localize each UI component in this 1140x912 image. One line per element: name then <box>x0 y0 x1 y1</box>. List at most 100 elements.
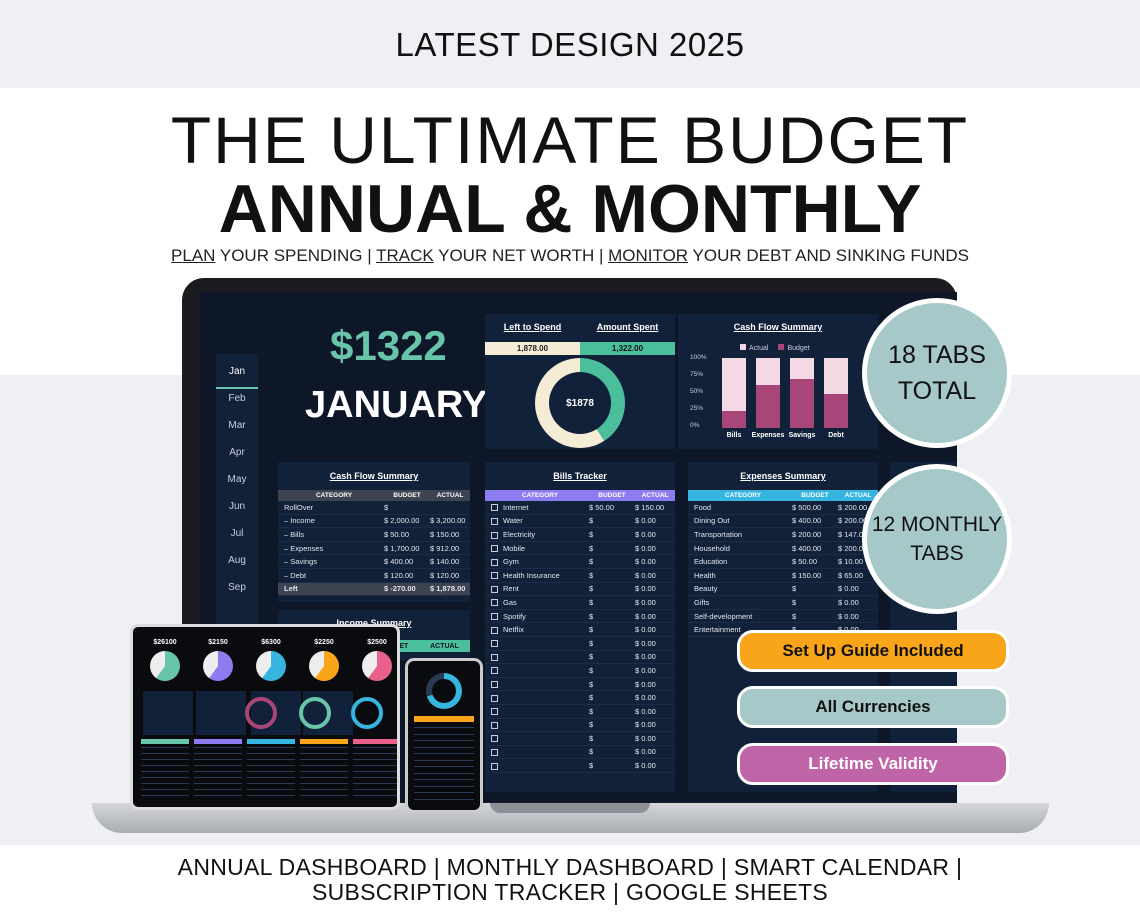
cell-text: $ 147.00 <box>838 529 868 539</box>
checkbox[interactable] <box>491 599 498 607</box>
month-tab-feb[interactable]: Feb <box>228 393 246 404</box>
tablet-mockup: $26100 $2150 $6300 $2250 $2500 <box>130 624 400 810</box>
checkbox[interactable] <box>491 640 498 648</box>
month-tab-aug[interactable]: Aug <box>228 555 246 566</box>
cashflow-chart-panel: Cash Flow Summary Actual Budget 100% 75% 5… <box>678 314 878 449</box>
header-cell: BUDGET <box>598 492 626 499</box>
tablet-row <box>141 777 189 778</box>
tablet-section-header <box>353 739 397 744</box>
tablet-row <box>247 789 295 790</box>
dash-icon: – <box>284 557 291 567</box>
month-tab-mar[interactable]: Mar <box>228 420 246 431</box>
bar-category-label: Savings <box>788 432 816 439</box>
cell-text: $ 0.00 <box>635 761 656 771</box>
month-tab-apr[interactable]: Apr <box>229 447 245 458</box>
checkbox[interactable] <box>491 762 498 770</box>
month-tab-may[interactable]: May <box>227 474 247 485</box>
checkbox[interactable] <box>491 735 498 743</box>
cell-text: $ 150.00 <box>792 570 822 580</box>
cell-text: $ 50.00 <box>384 529 410 539</box>
table-row: Self-development $ $ 0.00 <box>688 610 878 624</box>
cell: $ <box>792 612 838 621</box>
table-row: $ $ 0.00 <box>485 705 675 719</box>
cell-text: Transportation <box>694 529 743 539</box>
tablet-section-header <box>194 739 242 744</box>
cell-text: Electricity <box>503 529 536 539</box>
checkbox[interactable] <box>491 626 498 634</box>
month-title: JANUARY <box>305 384 488 426</box>
cell: Health Insurance <box>485 571 589 580</box>
cell: $ 1,700.00 <box>384 544 430 553</box>
month-tab-jul[interactable]: Jul <box>230 528 244 539</box>
month-tab-jun[interactable]: Jun <box>228 501 246 512</box>
cell: $ 0.00 <box>635 761 675 770</box>
tablet-row <box>141 783 189 784</box>
phone-row <box>414 727 474 728</box>
cell-text: $ 120.00 <box>430 570 460 580</box>
cell <box>485 639 589 648</box>
tablet-ring <box>299 697 331 729</box>
cell: $ 1,878.00 <box>430 584 470 593</box>
checkbox[interactable] <box>491 558 498 566</box>
checkbox[interactable] <box>491 613 498 621</box>
cell-text: Water <box>503 516 523 526</box>
cashflow-table-panel: Cash Flow Summary CATEGORY BUDGET ACTUAL Ro… <box>278 462 470 602</box>
amount-spent-label: Amount Spent <box>596 322 659 332</box>
cell: Household <box>688 544 792 553</box>
chart-legend: Actual Budget <box>740 344 810 352</box>
checkbox[interactable] <box>491 721 498 729</box>
table-row: – Savings $ 400.00 $ 140.00 <box>278 555 470 569</box>
checkbox[interactable] <box>491 653 498 661</box>
cell-text: $ <box>384 502 389 512</box>
checkbox[interactable] <box>491 667 498 675</box>
phone-row <box>414 746 474 748</box>
cell: $ 0.00 <box>635 516 675 525</box>
tablet-row <box>247 795 295 796</box>
tablet-row <box>353 777 397 778</box>
cell-text: Expenses <box>290 543 324 553</box>
table-row: – Debt $ 120.00 $ 120.00 <box>278 569 470 583</box>
cell: $ 0.00 <box>635 707 675 716</box>
cell: $ <box>589 557 635 566</box>
checkbox[interactable] <box>491 545 498 553</box>
features-line-1: ANNUAL DASHBOARD | MONTHLY DASHBOARD | S… <box>177 854 963 880</box>
checkbox[interactable] <box>491 681 498 689</box>
currencies-pill: All Currencies <box>737 686 1009 728</box>
tablet-row <box>194 759 242 760</box>
checkbox[interactable] <box>491 749 498 756</box>
tablet-total: $2250 <box>314 639 334 646</box>
month-tab-sep[interactable]: Sep <box>228 582 246 593</box>
cell: $ 65.00 <box>838 571 878 580</box>
checkbox[interactable] <box>491 531 498 539</box>
tablet-row <box>247 759 295 760</box>
tablet-row <box>353 771 397 772</box>
cell: $ <box>589 639 635 648</box>
tablet-row <box>194 771 242 772</box>
checkbox[interactable] <box>491 504 498 512</box>
cell <box>485 720 589 729</box>
cell: $ 10.00 <box>838 557 878 566</box>
cell-text: $ 400.00 <box>384 557 414 567</box>
checkbox[interactable] <box>491 517 498 525</box>
cell: $ 0.00 <box>635 625 675 634</box>
tablet-row <box>141 753 189 754</box>
phone-row <box>414 792 474 793</box>
cell-text: $ <box>589 625 594 635</box>
checkbox[interactable] <box>491 585 498 593</box>
cell-text: $ <box>589 611 594 621</box>
month-tab-jan[interactable]: Jan <box>216 362 258 389</box>
cell-text: Gas <box>503 597 517 607</box>
cell: $ 200.00 <box>838 544 878 553</box>
cell-text: $ <box>589 747 594 757</box>
checkbox[interactable] <box>491 694 498 702</box>
cell: $ 0.00 <box>838 625 878 634</box>
cell-text: $ <box>589 720 594 730</box>
table-row: – Bills $ 50.00 $ 150.00 <box>278 528 470 542</box>
cell-text: $ 200.00 <box>838 543 868 553</box>
checkbox[interactable] <box>491 572 498 580</box>
table-row: Electricity $ $ 0.00 <box>485 528 675 542</box>
checkbox[interactable] <box>491 708 498 716</box>
cell-text: $ <box>589 638 594 648</box>
table-row: Spotify $ $ 0.00 <box>485 610 675 624</box>
cell: $ 0.00 <box>635 693 675 702</box>
